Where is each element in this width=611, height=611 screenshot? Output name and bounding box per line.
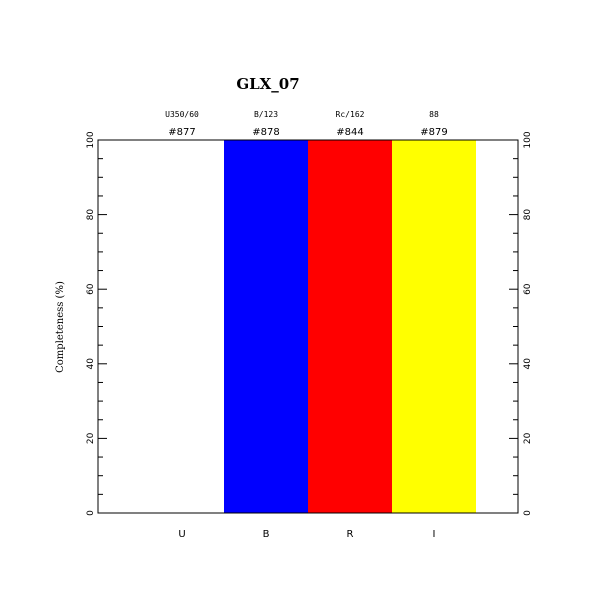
bar-I [392, 140, 476, 513]
id-label-B: #878 [252, 127, 279, 138]
y-tick-label-right: 60 [523, 283, 533, 295]
id-label-R: #844 [336, 127, 363, 138]
y-tick-label-right: 100 [523, 131, 533, 148]
bar-B [224, 140, 308, 513]
filter-label-R: Rc/162 [336, 110, 365, 119]
filter-label-U: U350/60 [165, 110, 199, 119]
y-tick-label-left: 100 [86, 131, 96, 148]
y-tick-label-left: 0 [86, 510, 96, 516]
bars-layer [224, 140, 476, 513]
y-axis-label: Completeness (%) [55, 281, 66, 373]
y-tick-label-right: 0 [523, 510, 533, 516]
y-tick-label-right: 80 [523, 209, 533, 221]
y-tick-label-left: 20 [86, 432, 96, 444]
id-label-I: #879 [420, 127, 447, 138]
x-tick-label-R: R [347, 529, 354, 540]
bar-R [308, 140, 392, 513]
y-tick-label-left: 40 [86, 358, 96, 370]
y-tick-label-right: 40 [523, 358, 533, 370]
ticks-layer: 0 0 20 20 40 40 60 60 80 80 100 100 [86, 131, 533, 516]
x-tick-label-U: U [178, 529, 185, 540]
filter-label-I: 88 [429, 110, 439, 119]
top-labels-layer: U350/60 #877 B/123 #878 Rc/162 #844 88 #879 [165, 110, 448, 138]
chart-title: GLX_07 [236, 75, 299, 93]
x-tick-label-I: I [433, 529, 436, 540]
filter-label-B: B/123 [254, 110, 278, 119]
id-label-U: #877 [168, 127, 195, 138]
x-tick-label-B: B [263, 529, 270, 540]
y-tick-label-left: 60 [86, 283, 96, 295]
y-tick-label-left: 80 [86, 209, 96, 221]
y-tick-label-right: 20 [523, 432, 533, 444]
